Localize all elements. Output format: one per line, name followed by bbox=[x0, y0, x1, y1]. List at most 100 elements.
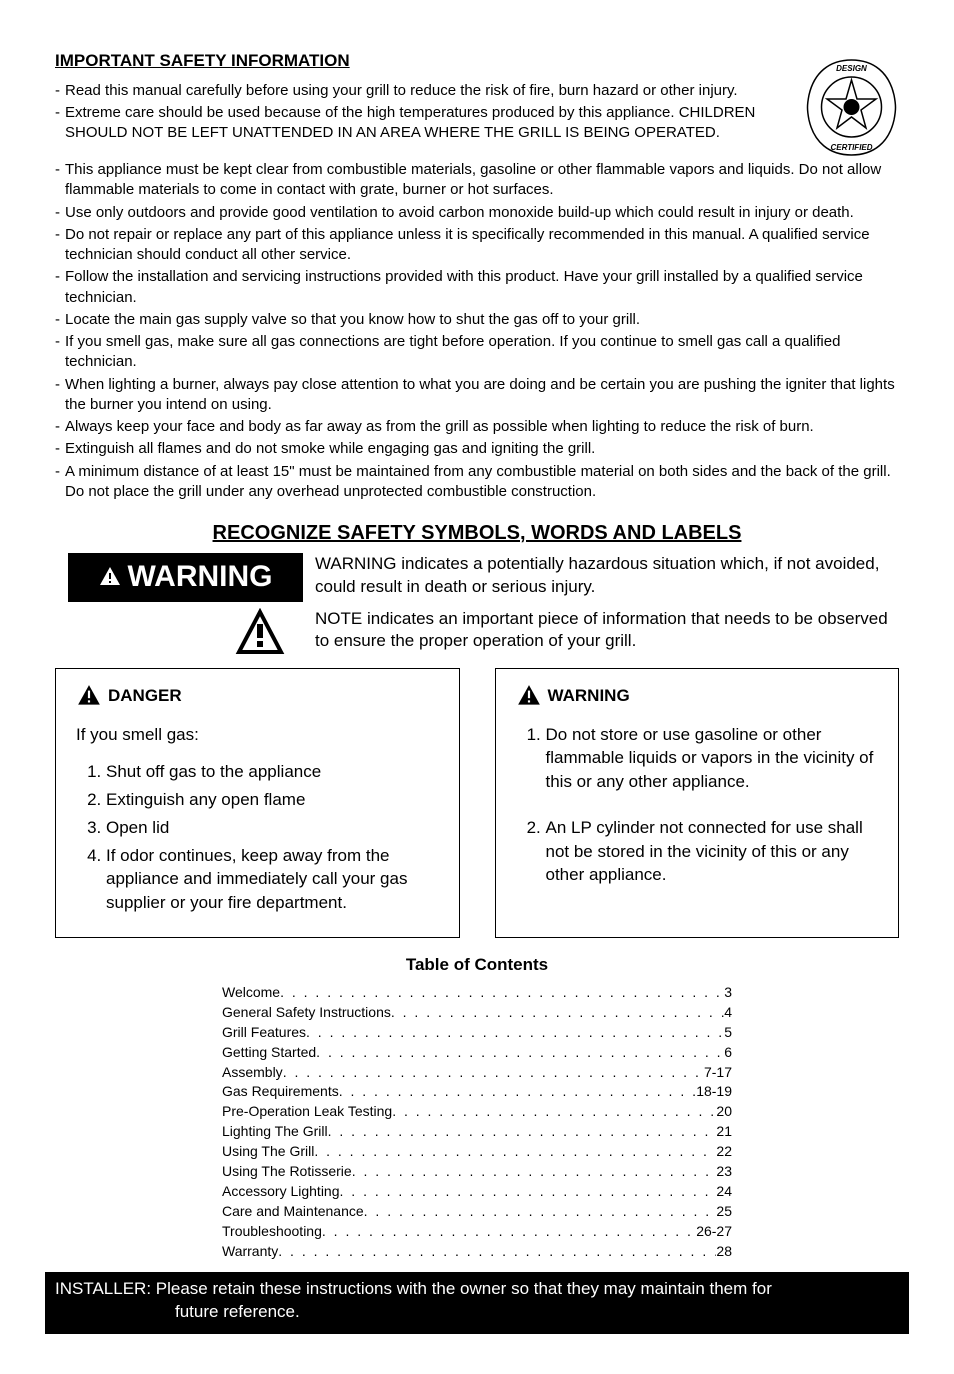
toc-row: Care and Maintenance 25 bbox=[222, 1202, 732, 1221]
installer-note-bar: INSTALLER: Please retain these instructi… bbox=[45, 1272, 909, 1334]
toc-row: Pre-Operation Leak Testing 20 bbox=[222, 1102, 732, 1121]
toc-page: 26-27 bbox=[696, 1222, 732, 1241]
safety-item: Do not repair or replace any part of thi… bbox=[55, 225, 899, 266]
toc-label: Welcome bbox=[222, 983, 280, 1002]
installer-note-line2: future reference. bbox=[55, 1301, 897, 1324]
danger-intro: If you smell gas: bbox=[76, 723, 439, 747]
warning-badge: WARNING bbox=[68, 553, 303, 602]
toc-label: Using The Grill bbox=[222, 1142, 314, 1161]
safety-item: If you smell gas, make sure all gas conn… bbox=[55, 332, 899, 373]
toc-dots bbox=[352, 1162, 717, 1181]
toc-label: Care and Maintenance bbox=[222, 1202, 364, 1221]
toc-label: Assembly bbox=[222, 1063, 283, 1082]
toc-dots bbox=[391, 1003, 724, 1022]
warning-badge-label: WARNING bbox=[128, 557, 273, 598]
warning-list: Do not store or use gasoline or other fl… bbox=[516, 723, 879, 888]
safety-item: When lighting a burner, always pay close… bbox=[55, 375, 899, 416]
toc-page: 3 bbox=[724, 983, 732, 1002]
toc-dots bbox=[280, 983, 724, 1002]
danger-triangle-icon bbox=[76, 683, 102, 709]
toc-dots bbox=[340, 1182, 717, 1201]
toc-row: Accessory Lighting24 bbox=[222, 1182, 732, 1201]
toc-label: Gas Requirements bbox=[222, 1082, 339, 1101]
toc-label: General Safety Instructions bbox=[222, 1003, 391, 1022]
danger-box: DANGER If you smell gas: Shut off gas to… bbox=[55, 668, 460, 939]
safety-item: Use only outdoors and provide good venti… bbox=[55, 203, 899, 223]
toc-row: General Safety Instructions 4 bbox=[222, 1003, 732, 1022]
safety-item: A minimum distance of at least 15" must … bbox=[55, 462, 899, 503]
toc-page: 28 bbox=[716, 1242, 732, 1261]
toc-dots bbox=[278, 1242, 716, 1261]
toc-page: 22 bbox=[716, 1142, 732, 1161]
header-text-column: IMPORTANT SAFETY INFORMATION Read this m… bbox=[55, 50, 784, 146]
safety-item: This appliance must be kept clear from c… bbox=[55, 160, 899, 201]
warning-triangle-icon bbox=[98, 565, 122, 589]
danger-item: Shut off gas to the appliance bbox=[106, 760, 439, 784]
toc-dots bbox=[314, 1142, 716, 1161]
note-triangle-icon bbox=[235, 608, 285, 658]
danger-list: Shut off gas to the appliance Extinguish… bbox=[76, 760, 439, 915]
toc-dots bbox=[322, 1222, 696, 1241]
toc-page: 5 bbox=[724, 1023, 732, 1042]
note-symbol-cell bbox=[55, 608, 315, 658]
toc-row: Warranty 28 bbox=[222, 1242, 732, 1261]
note-symbol-row: NOTE indicates an important piece of inf… bbox=[55, 608, 899, 658]
recognize-title: RECOGNIZE SAFETY SYMBOLS, WORDS AND LABE… bbox=[55, 520, 899, 547]
badge-bottom-text: CERTIFIED bbox=[830, 143, 872, 152]
toc-page: 4 bbox=[724, 1003, 732, 1022]
toc-label: Warranty bbox=[222, 1242, 278, 1261]
safety-item: Extinguish all flames and do not smoke w… bbox=[55, 439, 899, 459]
toc-row: Welcome 3 bbox=[222, 983, 732, 1002]
hazard-boxes-row: DANGER If you smell gas: Shut off gas to… bbox=[55, 668, 899, 939]
warning-item: Do not store or use gasoline or other fl… bbox=[546, 723, 879, 794]
toc-dots bbox=[364, 1202, 717, 1221]
toc-dots bbox=[339, 1082, 696, 1101]
toc-page: 7-17 bbox=[704, 1063, 732, 1082]
danger-item: Extinguish any open flame bbox=[106, 788, 439, 812]
toc-page: 18-19 bbox=[696, 1082, 732, 1101]
toc-dots bbox=[328, 1122, 717, 1141]
toc-row: Using The Grill 22 bbox=[222, 1142, 732, 1161]
note-description: NOTE indicates an important piece of inf… bbox=[315, 608, 899, 654]
toc-page: 20 bbox=[716, 1102, 732, 1121]
section-title: IMPORTANT SAFETY INFORMATION bbox=[55, 50, 784, 73]
design-certified-badge-icon: DESIGN CERTIFIED bbox=[804, 55, 899, 160]
toc-page: 25 bbox=[716, 1202, 732, 1221]
toc-row: Troubleshooting 26-27 bbox=[222, 1222, 732, 1241]
toc-label: Troubleshooting bbox=[222, 1222, 322, 1241]
warning-description: WARNING indicates a potentially hazardou… bbox=[315, 553, 899, 599]
toc-row: Assembly 7-17 bbox=[222, 1063, 732, 1082]
toc-dots bbox=[306, 1023, 724, 1042]
toc-dots bbox=[283, 1063, 704, 1082]
warning-heading-text: WARNING bbox=[548, 684, 630, 708]
toc-row: Grill Features 5 bbox=[222, 1023, 732, 1042]
toc-page: 6 bbox=[724, 1043, 732, 1062]
toc-label: Pre-Operation Leak Testing bbox=[222, 1102, 392, 1121]
warning-triangle-small-icon bbox=[516, 683, 542, 709]
toc-row: Gas Requirements 18-19 bbox=[222, 1082, 732, 1101]
safety-item: Read this manual carefully before using … bbox=[55, 81, 784, 101]
toc-label: Accessory Lighting bbox=[222, 1182, 340, 1201]
safety-item: Always keep your face and body as far aw… bbox=[55, 417, 899, 437]
warning-symbol-cell: WARNING bbox=[55, 553, 315, 602]
installer-note-line1: INSTALLER: Please retain these instructi… bbox=[55, 1279, 772, 1298]
toc-row: Using The Rotisserie 23 bbox=[222, 1162, 732, 1181]
safety-list-top: Read this manual carefully before using … bbox=[55, 81, 784, 144]
safety-list-rest: This appliance must be kept clear from c… bbox=[55, 160, 899, 502]
toc-label: Grill Features bbox=[222, 1023, 306, 1042]
safety-item: Extreme care should be used because of t… bbox=[55, 103, 784, 144]
badge-top-text: DESIGN bbox=[836, 64, 867, 73]
warning-symbol-row: WARNING WARNING indicates a potentially … bbox=[55, 553, 899, 602]
toc-row: Getting Started6 bbox=[222, 1043, 732, 1062]
warning-item: An LP cylinder not connected for use sha… bbox=[546, 816, 879, 887]
toc-label: Using The Rotisserie bbox=[222, 1162, 352, 1181]
toc-label: Lighting The Grill bbox=[222, 1122, 328, 1141]
toc-dots bbox=[316, 1043, 724, 1062]
header-row: IMPORTANT SAFETY INFORMATION Read this m… bbox=[55, 50, 899, 160]
toc-title: Table of Contents bbox=[55, 954, 899, 977]
warning-box: WARNING Do not store or use gasoline or … bbox=[495, 668, 900, 939]
danger-heading-text: DANGER bbox=[108, 684, 182, 708]
warning-box-heading: WARNING bbox=[516, 683, 879, 709]
toc-page: 23 bbox=[716, 1162, 732, 1181]
safety-item: Follow the installation and servicing in… bbox=[55, 267, 899, 308]
